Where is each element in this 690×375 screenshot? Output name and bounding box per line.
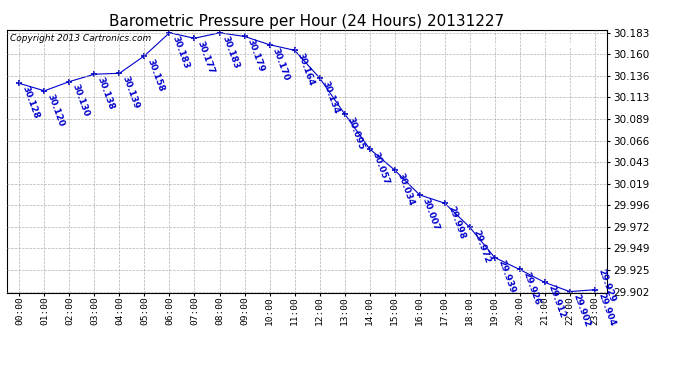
- Text: 30.034: 30.034: [396, 171, 416, 207]
- Text: Copyright 2013 Cartronics.com: Copyright 2013 Cartronics.com: [10, 34, 151, 43]
- Text: 30.183: 30.183: [171, 34, 191, 70]
- Title: Barometric Pressure per Hour (24 Hours) 20131227: Barometric Pressure per Hour (24 Hours) …: [110, 14, 504, 29]
- Text: 30.164: 30.164: [296, 52, 316, 87]
- Text: 29.972: 29.972: [471, 228, 491, 264]
- Text: 30.170: 30.170: [271, 46, 291, 82]
- Text: 29.902: 29.902: [571, 293, 591, 329]
- Text: 30.138: 30.138: [96, 76, 116, 111]
- Text: 30.139: 30.139: [121, 75, 141, 110]
- Text: 30.179: 30.179: [246, 38, 266, 74]
- Text: 30.128: 30.128: [21, 85, 41, 120]
- Text: 29.926: 29.926: [521, 271, 542, 307]
- Text: 29.904: 29.904: [596, 291, 616, 327]
- Text: 30.158: 30.158: [146, 57, 166, 93]
- Text: 30.057: 30.057: [371, 150, 391, 186]
- Text: 29.929: 29.929: [596, 268, 616, 304]
- Text: 30.007: 30.007: [421, 196, 441, 232]
- Text: 30.177: 30.177: [196, 40, 216, 75]
- Text: 30.095: 30.095: [346, 115, 366, 151]
- Text: 29.912: 29.912: [546, 284, 566, 320]
- Text: 30.183: 30.183: [221, 34, 241, 70]
- Text: 29.939: 29.939: [496, 259, 516, 295]
- Text: 30.134: 30.134: [321, 79, 342, 115]
- Text: 29.998: 29.998: [446, 204, 466, 240]
- Text: 30.130: 30.130: [71, 83, 91, 118]
- Text: 30.120: 30.120: [46, 92, 66, 128]
